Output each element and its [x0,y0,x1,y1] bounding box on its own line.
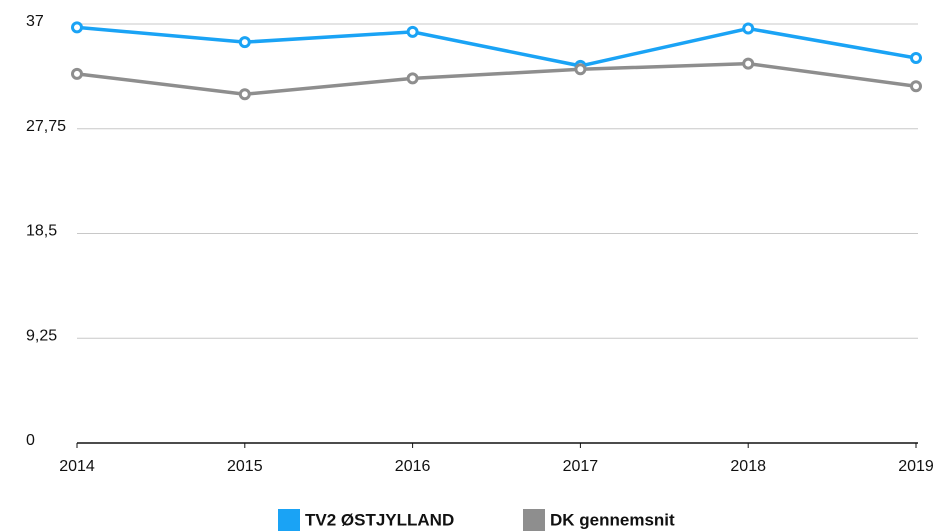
data-point [574,63,587,76]
legend-label: DK gennemsnit [550,510,675,529]
data-point [71,21,83,34]
data-point [71,67,83,80]
legend-swatch [278,509,300,531]
y-tick-label: 18,5 [26,223,57,240]
x-tick-label: 2019 [898,458,934,475]
x-tick-label: 2017 [563,458,599,475]
series-line [76,61,917,96]
x-tick-label: 2018 [730,458,766,475]
legend-swatch [523,509,545,531]
y-tick-label: 9,25 [26,327,57,344]
data-point [742,22,755,35]
x-tick-label: 2014 [59,458,95,475]
y-tick-label: 37 [26,13,44,30]
data-point [742,57,755,70]
series-line [76,25,917,68]
x-tick-label: 2015 [227,458,263,475]
data-point [406,72,419,85]
data-point [910,80,922,93]
y-tick-label: 0 [26,432,35,449]
data-point [238,88,251,101]
data-point [406,25,419,38]
data-point [910,51,922,64]
data-point [238,36,251,49]
y-tick-label: 27,75 [26,118,66,135]
x-tick-label: 2016 [395,458,431,475]
legend-label: TV2 ØSTJYLLAND [305,510,454,529]
